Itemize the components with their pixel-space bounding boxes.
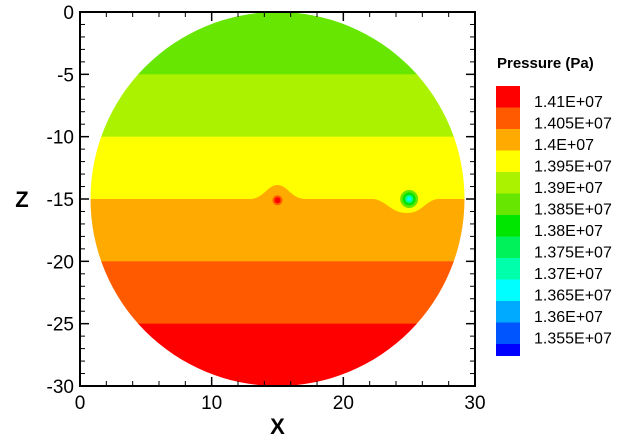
- legend-label: 1.38E+07: [534, 223, 603, 240]
- legend-label: 1.39E+07: [534, 180, 603, 197]
- contour-band-0: [90, 12, 465, 75]
- legend-swatch: [496, 193, 520, 216]
- legend-swatch: [496, 279, 520, 302]
- x-tick-label: 20: [333, 393, 354, 414]
- legend-label: 1.37E+07: [534, 266, 603, 283]
- legend-swatch: [496, 236, 520, 259]
- y-tick-label: -15: [47, 190, 74, 211]
- legend-swatch: [496, 172, 520, 194]
- source-point: [274, 197, 281, 204]
- legend-swatch: [496, 129, 520, 151]
- legend-label: 1.405E+07: [534, 116, 612, 133]
- legend-title: Pressure (Pa): [497, 55, 594, 72]
- legend-label: 1.355E+07: [534, 331, 612, 348]
- source-bump: [249, 185, 306, 199]
- legend-swatch: [496, 322, 520, 345]
- y-axis-title: Z: [15, 187, 28, 212]
- y-tick-label: 0: [63, 3, 74, 24]
- legend-swatch: [496, 86, 520, 108]
- legend-label: 1.395E+07: [534, 159, 612, 176]
- y-tick-label: -30: [47, 377, 74, 398]
- x-tick-label: 30: [464, 393, 485, 414]
- y-tick-label: -5: [57, 65, 74, 86]
- x-tick-label: 0: [75, 393, 86, 414]
- legend-swatch: [496, 107, 520, 130]
- legend-swatch: [496, 301, 520, 323]
- legend-label: 1.4E+07: [534, 137, 594, 154]
- x-tick-label: 10: [201, 393, 222, 414]
- legend-swatch: [496, 258, 520, 280]
- contour-band-4: [90, 261, 465, 325]
- sink-core: [407, 197, 411, 201]
- axes: 0 10 20 30 0 -5 -10 -15 -20 -25 -30: [47, 3, 486, 414]
- x-axis-title: X: [270, 414, 285, 439]
- legend-label: 1.41E+07: [534, 94, 603, 111]
- legend-label: 1.385E+07: [534, 202, 612, 219]
- legend-swatch: [496, 215, 520, 237]
- contour-band-5: [90, 323, 465, 386]
- contour-band-1: [90, 74, 465, 138]
- legend-label: 1.375E+07: [534, 245, 612, 262]
- y-tick-label: -10: [47, 128, 74, 149]
- feature-markers: [272, 190, 419, 208]
- legend-swatch: [496, 150, 520, 173]
- legend-swatch: [496, 344, 520, 356]
- legend-label: 1.36E+07: [534, 309, 603, 326]
- y-tick-label: -25: [47, 315, 74, 336]
- y-tick-label: -20: [47, 252, 74, 273]
- legend: Pressure (Pa) 1.41E+07 1.405E+07 1.4E+07 1.…: [496, 55, 612, 356]
- legend-label: 1.365E+07: [534, 288, 612, 305]
